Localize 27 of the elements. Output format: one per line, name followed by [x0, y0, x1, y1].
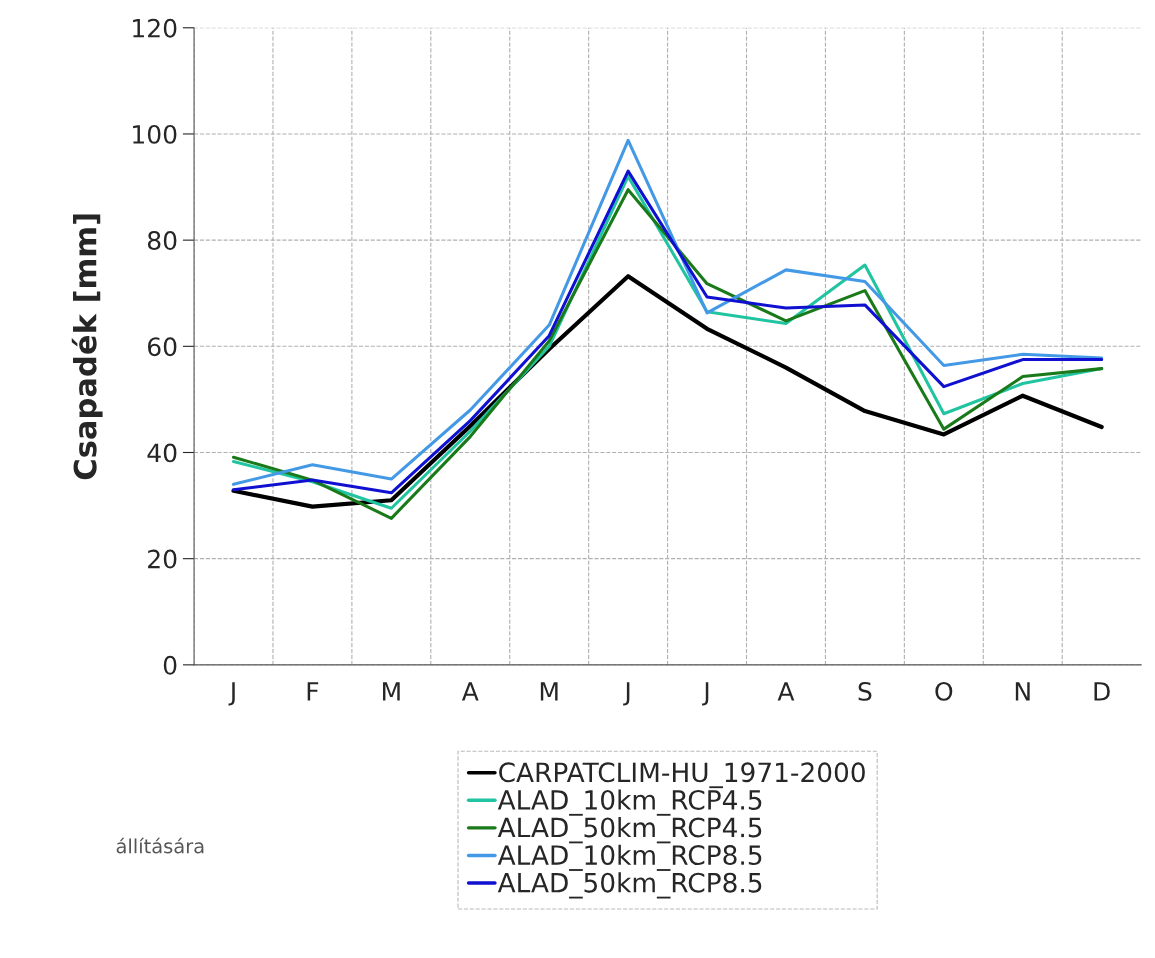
y-axis-title: Csapadék [mm] [71, 214, 103, 480]
y-tick-label: 40 [147, 443, 177, 463]
y-tick-label: 80 [147, 231, 177, 250]
x-tick-label: J [228, 682, 235, 706]
x-tick-label: M [540, 682, 558, 701]
legend-label: ALAD_50km_RCP4.5 [497, 817, 762, 844]
x-tick-label: J [702, 682, 709, 706]
x-tick-label: D [1094, 682, 1110, 701]
x-tick-label: J [623, 682, 630, 706]
x-tick-label: A [461, 682, 479, 701]
y-tick-label: 120 [133, 18, 177, 38]
x-tick-label: M [383, 682, 400, 701]
x-tick-label: N [1015, 682, 1030, 701]
legend-label: ALAD_10km_RCP8.5 [497, 844, 762, 871]
x-tick-label: S [858, 681, 872, 701]
legend-label: ALAD_10km_RCP4.5 [497, 789, 762, 816]
x-tick-label: F [307, 682, 319, 701]
x-tick-label: A [777, 682, 795, 701]
text: állítására [116, 837, 204, 854]
line-series [231, 274, 1104, 509]
y-tick-label: 100 [133, 124, 177, 144]
legend-label: CARPATCLIM-HU_1971-2000 [499, 762, 865, 789]
y-tick-label: 20 [148, 549, 177, 569]
y-tick-label: 60 [148, 337, 177, 357]
x-tick-label: O [935, 681, 953, 701]
legend-label: ALAD_50km_RCP8.5 [497, 872, 762, 899]
y-tick-label: 0 [163, 655, 177, 675]
